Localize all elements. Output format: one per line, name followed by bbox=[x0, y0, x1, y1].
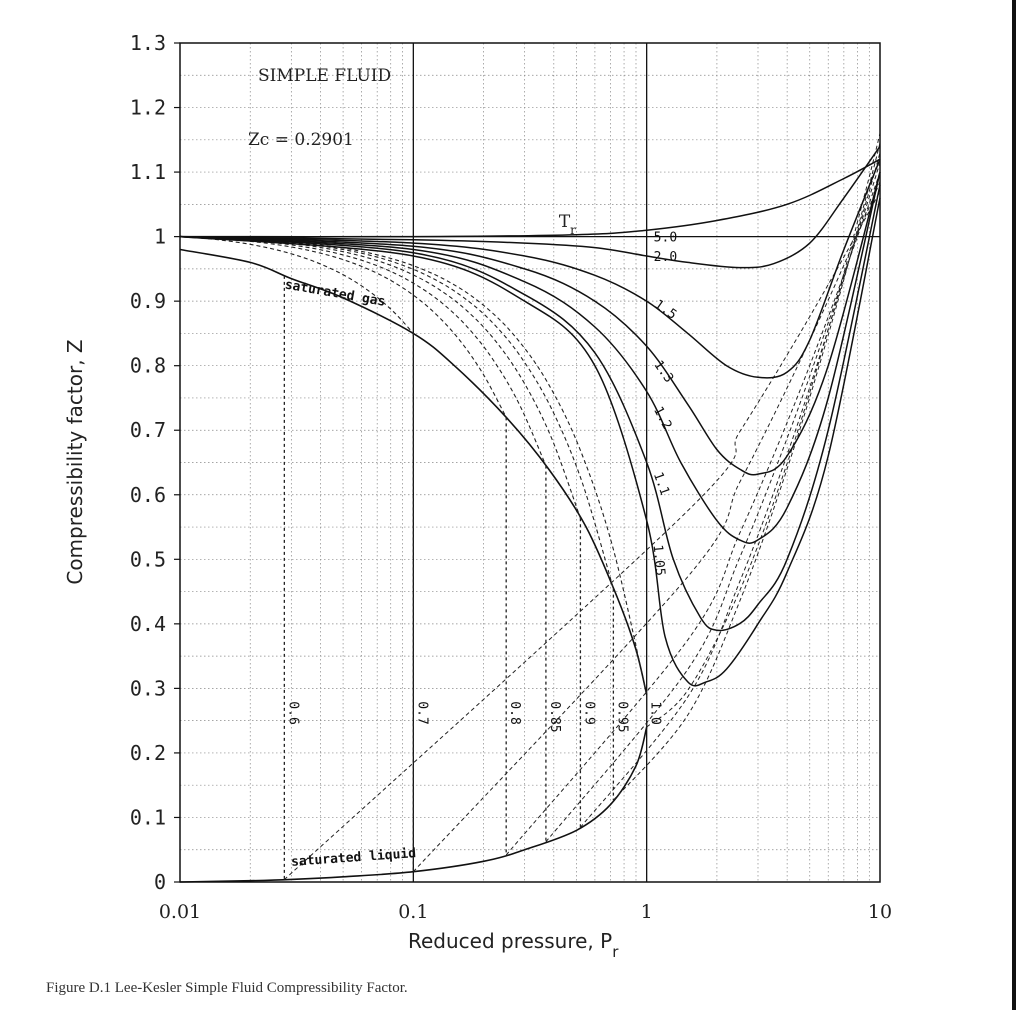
y-tick-label: 0 bbox=[154, 870, 166, 894]
tr-label-main: T bbox=[559, 212, 571, 232]
isotherm-liquid-branch bbox=[646, 133, 881, 728]
isotherm-label-tr-0.8: 0.8 bbox=[507, 701, 522, 724]
y-tick-label: 0.1 bbox=[130, 805, 166, 829]
isotherm-tr-2.0 bbox=[179, 145, 881, 269]
isotherm-tr-1.1 bbox=[179, 184, 881, 632]
y-tick-label: 0.4 bbox=[130, 612, 166, 636]
tr-label-sub: r bbox=[570, 223, 576, 237]
y-tick-label: 0.7 bbox=[130, 418, 166, 442]
y-tick-label: 0.8 bbox=[130, 354, 166, 378]
zc-annotation: Zc = 0.2901 bbox=[248, 130, 354, 150]
y-tick-label: 0.5 bbox=[130, 547, 166, 571]
y-tick-label: 1.3 bbox=[130, 31, 166, 55]
isotherm-label-tr-0.85: 0.85 bbox=[547, 701, 562, 732]
isotherm-label-tr-0.6: 0.6 bbox=[285, 701, 300, 724]
y-tick-label: 0.6 bbox=[130, 483, 166, 507]
isotherm-tr-5.0 bbox=[179, 158, 881, 238]
x-tick-label: 10 bbox=[868, 901, 892, 923]
isotherm-tr-1.05 bbox=[179, 197, 881, 687]
x-tick-label: 0.1 bbox=[398, 901, 428, 923]
isotherm-label-tr-1.5: 1.5 bbox=[651, 297, 679, 323]
x-axis-label-sub: r bbox=[612, 943, 619, 961]
plot-frame bbox=[179, 42, 881, 883]
isotherm-vapor-branch bbox=[179, 236, 581, 519]
isotherm-tr-1.5 bbox=[179, 158, 881, 379]
y-tick-label: 1.1 bbox=[130, 160, 166, 184]
figure-caption: Figure D.1 Lee-Kesler Simple Fluid Compr… bbox=[46, 980, 408, 996]
isotherm-vapor-branch bbox=[179, 236, 614, 589]
isotherm-liquid-branch bbox=[545, 162, 881, 843]
y-axis-label: Compressibility factor, Z bbox=[63, 339, 87, 584]
chart-axes: 0 0.1 0.2 0.3 0.4 0.5 0.6 0.7 0.8 0.9 1 1.1 1.2 1.3 0.… bbox=[130, 31, 892, 923]
chart-title: SIMPLE FLUID bbox=[258, 66, 391, 86]
saturated-gas-curve bbox=[179, 248, 648, 695]
isotherm-label-tr-0.7: 0.7 bbox=[414, 701, 429, 724]
x-axis-label: Reduced pressure, Pr bbox=[408, 929, 619, 961]
page-edge-rule bbox=[1012, 0, 1016, 1010]
y-tick-label: 0.9 bbox=[130, 289, 166, 313]
y-tick-label: 1 bbox=[154, 225, 166, 249]
isotherm-liquid-branch bbox=[613, 142, 881, 801]
isotherm-label-tr-1.0: 1.0 bbox=[648, 701, 663, 724]
saturated-gas-label: saturated gas bbox=[284, 277, 387, 309]
isotherm-label-tr-2.0: 2.0 bbox=[654, 250, 677, 265]
isotherm-label-tr-0.95: 0.95 bbox=[614, 701, 629, 732]
isotherm-vapor-branch bbox=[179, 236, 547, 466]
x-tick-label: 0.01 bbox=[159, 901, 201, 923]
chart-grid bbox=[180, 43, 880, 882]
x-axis-label-text: Reduced pressure, P bbox=[408, 929, 612, 953]
isotherm-liquid-branch bbox=[580, 152, 881, 828]
chart-curves bbox=[179, 133, 881, 883]
x-tick-label: 1 bbox=[641, 901, 653, 923]
isotherm-label-tr-0.9: 0.9 bbox=[581, 701, 596, 724]
y-tick-label: 0.2 bbox=[130, 741, 166, 765]
isotherm-tr-1.2 bbox=[179, 171, 881, 544]
isotherm-label-tr-1.2: 1.2 bbox=[650, 404, 674, 432]
isotherm-tr-1.3 bbox=[179, 171, 881, 476]
isotherm-label-tr-1.1: 1.1 bbox=[650, 470, 672, 497]
isotherm-liquid-branch bbox=[505, 171, 881, 856]
isotherm-label-tr-1.05: 1.05 bbox=[650, 544, 668, 577]
isotherm-label-tr-5.0: 5.0 bbox=[654, 231, 677, 246]
y-tick-label: 1.2 bbox=[130, 96, 166, 120]
tr-label: Tr bbox=[559, 212, 576, 237]
saturated-liquid-curve bbox=[179, 726, 648, 883]
y-tick-label: 0.3 bbox=[130, 676, 166, 700]
